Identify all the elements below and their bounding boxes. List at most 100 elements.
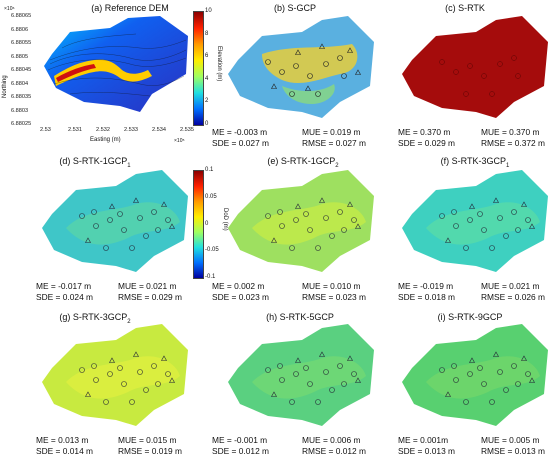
stat-mue: MUE = 0.021 m [481, 281, 540, 291]
x-tick-label: 2.532 [96, 127, 110, 133]
stat-rmse: RMSE = 0.019 m [118, 446, 183, 456]
gcp-circle-marker [93, 377, 99, 383]
stat-me: ME = 0.370 m [398, 127, 451, 137]
gcp-circle-marker [265, 367, 271, 373]
stat-sde: SDE = 0.024 m [36, 292, 94, 302]
stat-rmse: RMSE = 0.026 m [481, 292, 546, 302]
gcp-circle-marker [277, 209, 283, 215]
stat-me: ME = 0.002 m [212, 281, 265, 291]
panel-title-subscript: 1 [127, 162, 131, 169]
dod-colorbar [193, 170, 204, 279]
checkpoint-triangle-marker [521, 355, 527, 361]
stat-sde: SDE = 0.023 m [212, 292, 270, 302]
gcp-circle-marker [129, 399, 135, 405]
s-rtk-surface [402, 16, 548, 118]
gcp-circle-marker [303, 365, 309, 371]
colorbar-tick-label: 0.05 [205, 193, 217, 200]
gcp-circle-marker [463, 245, 469, 251]
stat-sde: SDE = 0.018 m [398, 292, 456, 302]
gcp-circle-marker [481, 227, 487, 233]
dod-markers [439, 351, 535, 405]
gcp-circle-marker [511, 363, 517, 369]
colorbar-tick-label: 10 [205, 8, 212, 14]
colorbar-tick-label: 0 [205, 121, 209, 127]
panel-title-text: (b) S-GCP [273, 3, 316, 13]
checkpoint-triangle-marker [109, 203, 115, 209]
checkpoint-triangle-marker [85, 237, 91, 243]
gcp-circle-marker [467, 217, 473, 223]
panel-title-g: (g) S-RTK-3GCP2 [40, 312, 150, 325]
gcp-circle-marker [341, 227, 347, 233]
checkpoint-triangle-marker [469, 203, 475, 209]
panel-title-text: (d) S-RTK-1GCP [59, 156, 128, 166]
gcp-circle-marker [525, 217, 531, 223]
gcp-circle-marker [315, 245, 321, 251]
gcp-circle-marker [477, 211, 483, 217]
gcp-circle-marker [525, 371, 531, 377]
checkpoint-triangle-marker [319, 351, 325, 357]
gcp-circle-marker [155, 227, 161, 233]
s-rtk-markers [439, 55, 521, 97]
gcp-circle-marker [137, 215, 143, 221]
gcp-circle-marker [143, 233, 149, 239]
x-tick-label: 2.533 [124, 127, 138, 133]
checkpoint-triangle-marker [85, 391, 91, 397]
gcp-circle-marker [323, 215, 329, 221]
gcp-circle-marker [511, 209, 517, 215]
gcp-circle-marker [103, 245, 109, 251]
panel-title-d: (d) S-RTK-1GCP1 [40, 156, 150, 169]
checkpoint-triangle-marker [109, 357, 115, 363]
gcp-circle-marker [303, 211, 309, 217]
gcp-circle-marker [293, 217, 299, 223]
dod-map-svg [42, 170, 188, 272]
gcp-circle-marker [323, 369, 329, 375]
gcp-circle-marker [307, 227, 313, 233]
gcp-circle-marker [503, 387, 509, 393]
colorbar-tick-label: -0.05 [205, 247, 219, 254]
gcp-circle-marker [121, 227, 127, 233]
gcp-circle-marker [289, 399, 295, 405]
gcp-circle-marker [79, 213, 85, 219]
panel-title-h: (h) S-RTK-5GCP [250, 312, 350, 322]
gcp-circle-marker [467, 371, 473, 377]
stat-me: ME = -0.003 m [212, 127, 268, 137]
panel-title-subscript: 1 [506, 162, 510, 169]
checkpoint-triangle-marker [295, 203, 301, 209]
x-exponent-label: ×10⁵ [174, 138, 185, 144]
gcp-circle-marker [277, 363, 283, 369]
gcp-circle-marker [439, 367, 445, 373]
s-gcp-high-zone [262, 44, 358, 84]
dod-markers [79, 197, 175, 251]
gcp-circle-marker [117, 211, 123, 217]
gcp-circle-marker [351, 217, 357, 223]
gcp-circle-marker [315, 399, 321, 405]
panel-title-i: (i) S-RTK-9GCP [420, 312, 520, 322]
checkpoint-triangle-marker [445, 391, 451, 397]
gcp-circle-marker [515, 381, 521, 387]
y-tick-label: 6.88035 [11, 94, 32, 100]
gcp-circle-marker [453, 223, 459, 229]
stat-me: ME = -0.017 m [36, 281, 92, 291]
gcp-circle-marker [329, 233, 335, 239]
gcp-circle-marker [515, 227, 521, 233]
stat-sde: SDE = 0.027 m [212, 138, 270, 148]
panel-title-c: (c) S-RTK [420, 3, 510, 13]
s-gcp-markers [265, 43, 362, 97]
checkpoint-triangle-marker [161, 355, 167, 361]
dod-map-svg [228, 170, 374, 272]
gcp-circle-marker [107, 217, 113, 223]
panel-title-text: (a) Reference DEM [91, 3, 169, 13]
checkpoint-triangle-marker [319, 197, 325, 203]
gcp-circle-marker [165, 371, 171, 377]
gcp-circle-marker [307, 381, 313, 387]
gcp-circle-marker [143, 387, 149, 393]
y-tick-label: 6.8803 [11, 107, 29, 114]
gcp-circle-marker [151, 209, 157, 215]
colorbar-tick-label: 0.1 [205, 167, 214, 173]
panel-title-text: (e) S-RTK-1GCP [267, 156, 336, 166]
stat-rmse: RMSE = 0.012 m [302, 446, 367, 456]
gcp-circle-marker [329, 387, 335, 393]
y-axis-label: Northing [2, 75, 8, 98]
x-tick-label: 2.535 [180, 127, 194, 133]
gcp-circle-marker [137, 369, 143, 375]
